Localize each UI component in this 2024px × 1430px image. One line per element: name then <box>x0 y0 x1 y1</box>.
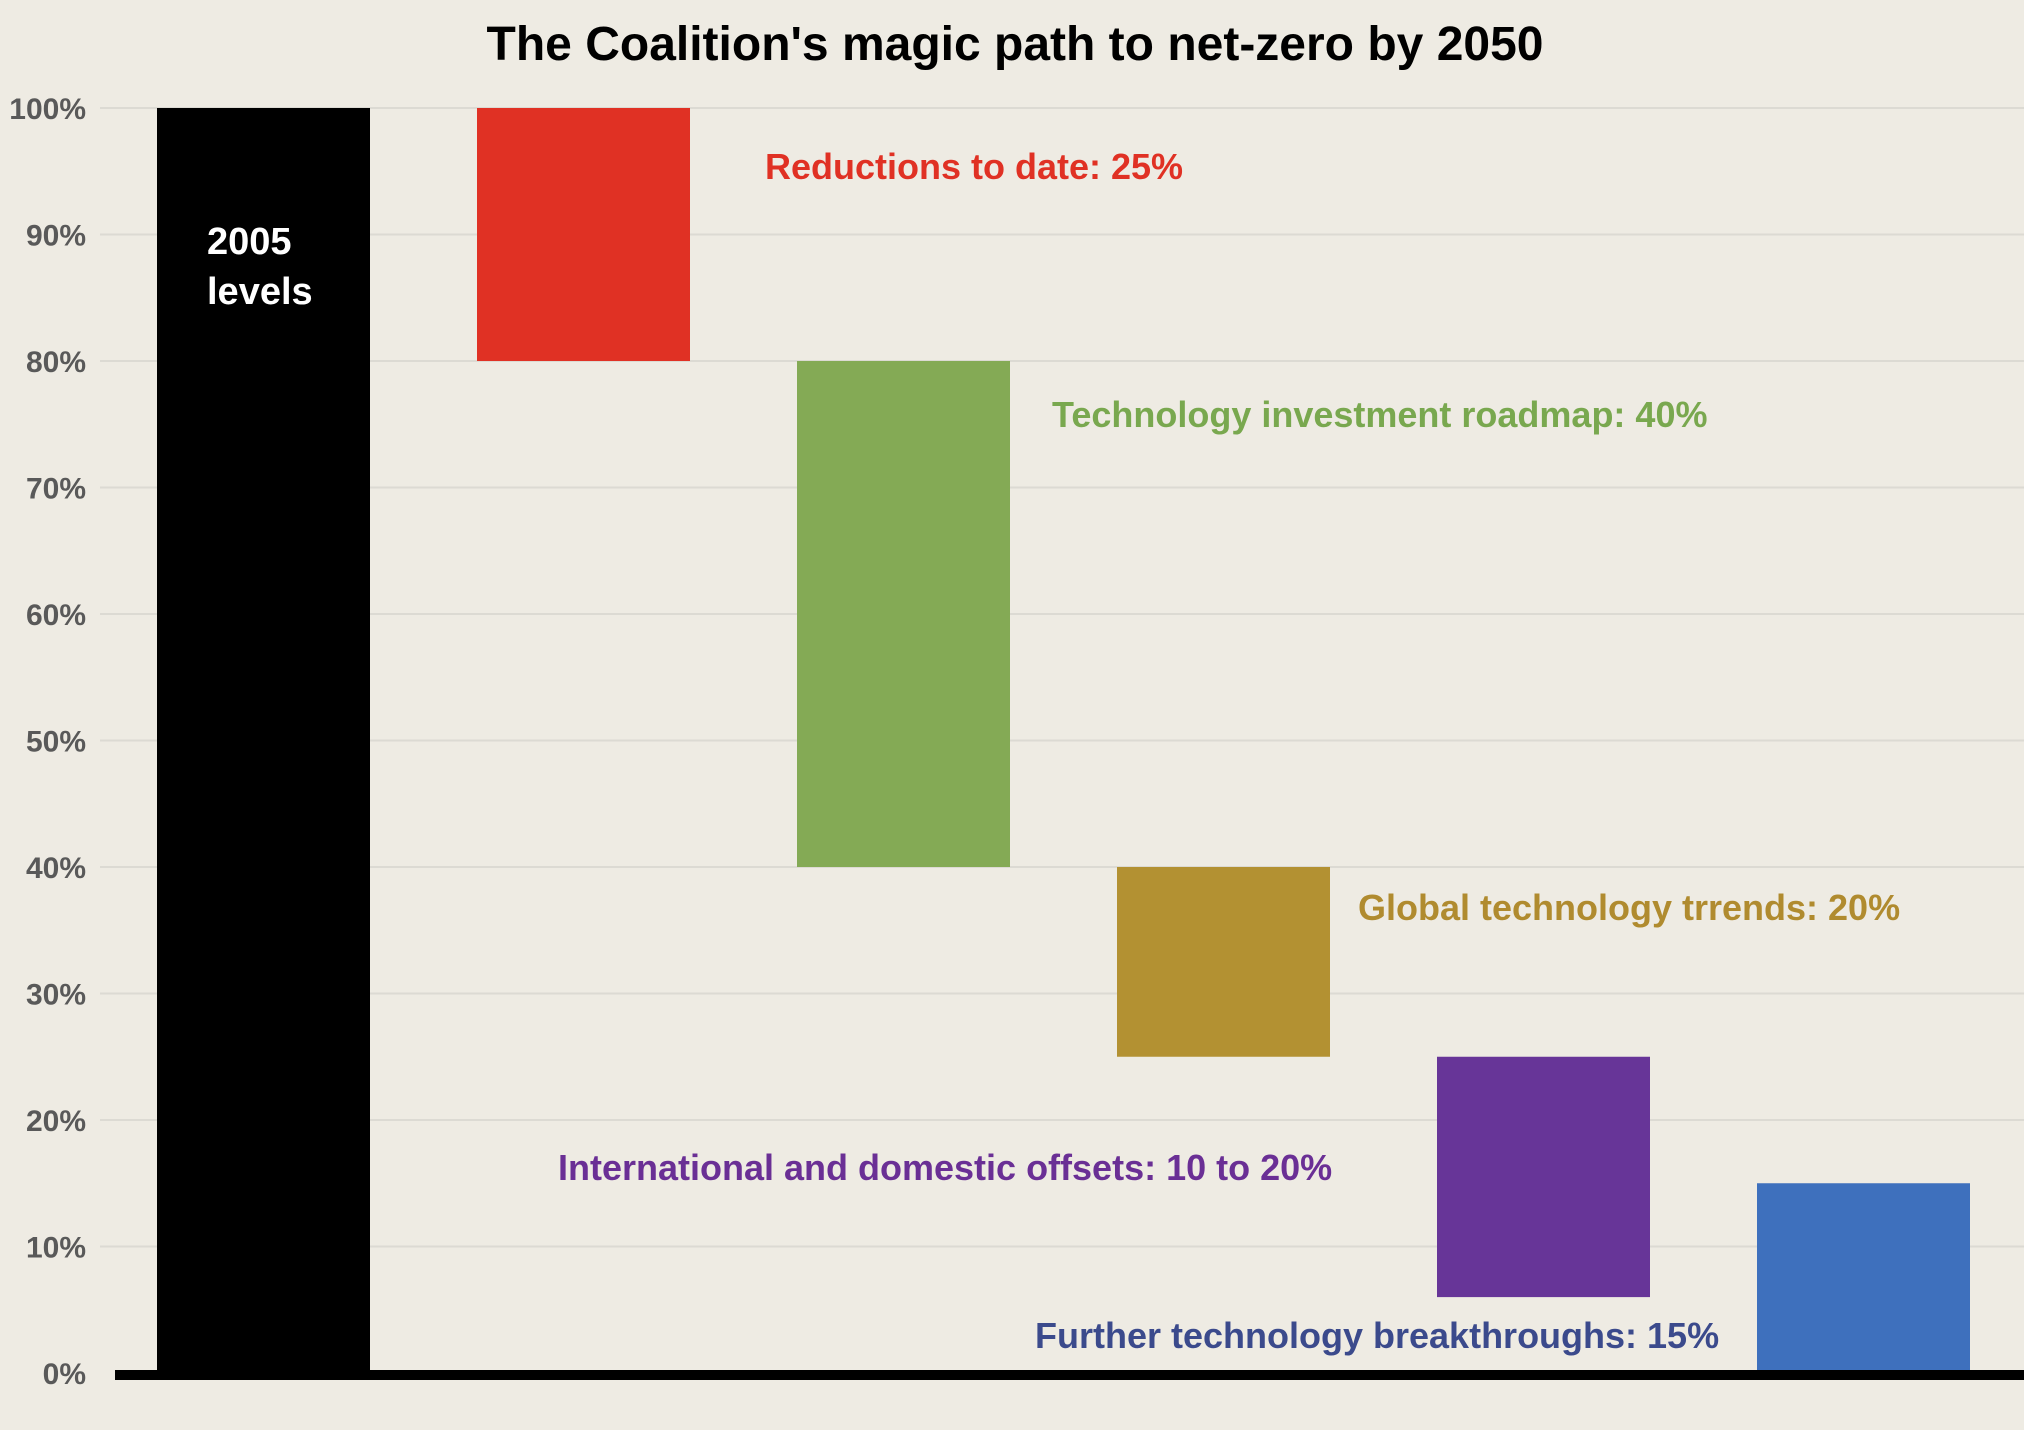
y-tick-label: 30% <box>26 979 86 1012</box>
bar-annotation: International and domestic offsets: 10 t… <box>558 1147 1332 1188</box>
y-tick-label: 50% <box>26 726 86 759</box>
y-tick-label: 100% <box>9 93 86 126</box>
waterfall-bar <box>157 108 370 1373</box>
chart-title: The Coalition's magic path to net-zero b… <box>487 18 1544 71</box>
bars: 2005 levels <box>157 108 1970 1373</box>
y-tick-label: 10% <box>26 1232 86 1265</box>
y-tick-label: 20% <box>26 1105 86 1138</box>
waterfall-bar <box>797 361 1010 867</box>
waterfall-bar <box>1437 1056 1650 1298</box>
waterfall-bar <box>477 108 690 361</box>
y-tick-label: 90% <box>26 220 86 253</box>
y-tick-label: 0% <box>43 1358 86 1391</box>
y-tick-label: 60% <box>26 599 86 632</box>
bar-annotation: Further technology breakthroughs: 15% <box>1035 1315 1719 1356</box>
bar-inner-label: 2005 <box>207 221 292 263</box>
y-tick-label: 40% <box>26 852 86 885</box>
y-axis-ticks: 0% 10% 20% 30% 40% 50% 60% 70% 80% 90% 100% <box>9 93 86 1391</box>
bar-annotation: Reductions to date: 25% <box>765 146 1183 187</box>
bar-annotation: Global technology trrends: 20% <box>1358 887 1900 928</box>
gridlines <box>100 107 2024 1248</box>
waterfall-bar <box>1757 1183 1970 1373</box>
y-tick-label: 80% <box>26 346 86 379</box>
bar-annotation: Technology investment roadmap: 40% <box>1052 394 1707 435</box>
y-tick-label: 70% <box>26 473 86 506</box>
waterfall-bar <box>1117 867 1330 1057</box>
annotations: Reductions to date: 25% Technology invest… <box>558 146 1900 1356</box>
bar-inner-label: levels <box>207 271 313 313</box>
